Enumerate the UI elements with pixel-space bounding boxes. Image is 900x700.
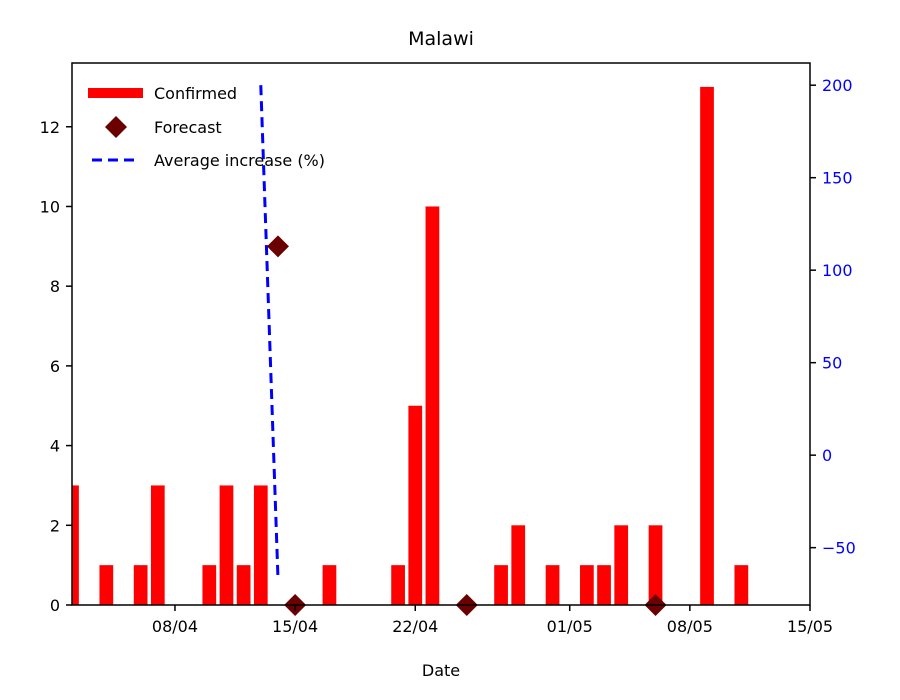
legend-forecast-diamond — [105, 116, 127, 138]
legend-confirmed-label: Confirmed — [154, 84, 237, 103]
confirmed-bar-15 — [580, 565, 594, 605]
y2-tick-label-3: 100 — [822, 261, 853, 280]
x-axis: 08/04 15/04 22/04 01/05 08/05 15/05 — [152, 605, 833, 636]
x-tick-label-5: 15/05 — [787, 617, 833, 636]
confirmed-bar-2 — [133, 565, 148, 605]
confirmed-bar-11 — [425, 206, 440, 605]
chart-title: Malawi — [408, 28, 474, 50]
confirmed-bar-16 — [597, 565, 611, 605]
x-tick-label-1: 15/04 — [272, 617, 318, 636]
y-tick-label-6: 12 — [40, 118, 60, 137]
confirmed-bar-8 — [322, 565, 337, 605]
forecast-marker-0 — [266, 235, 289, 258]
y-axis-right: −50 0 50 100 150 200 — [810, 76, 856, 558]
x-tick-label-4: 08/05 — [667, 617, 713, 636]
forecast-markers — [266, 235, 667, 616]
y-axis-left: 0 2 4 6 8 10 12 — [40, 118, 72, 615]
confirmed-bar-17 — [614, 525, 629, 605]
confirmed-bar-3 — [150, 485, 165, 605]
confirmed-bar-9 — [391, 565, 405, 605]
x-tick-label-3: 01/05 — [547, 617, 593, 636]
y2-tick-label-2: 50 — [822, 354, 842, 373]
y-tick-label-0: 0 — [50, 596, 60, 615]
legend: Confirmed Forecast Average increase (%) — [88, 84, 325, 170]
x-tick-label-2: 22/04 — [392, 617, 438, 636]
y2-tick-label-5: 200 — [822, 76, 853, 95]
y2-tick-label-4: 150 — [822, 169, 853, 188]
confirmed-bar-6 — [236, 565, 251, 605]
x-tick-label-0: 08/04 — [152, 617, 198, 636]
confirmed-bar-7 — [253, 485, 268, 605]
y-tick-label-2: 4 — [50, 437, 60, 456]
legend-forecast-label: Forecast — [154, 118, 222, 137]
legend-average-label: Average increase (%) — [154, 151, 325, 170]
confirmed-bar-20 — [734, 565, 749, 605]
confirmed-bar-0 — [72, 485, 79, 605]
confirmed-bar-13 — [511, 525, 526, 605]
confirmed-bar-1 — [99, 565, 114, 605]
y-tick-label-3: 6 — [50, 357, 60, 376]
y2-tick-label-1: 0 — [822, 446, 832, 465]
average-increase-line — [259, 85, 280, 578]
average-increase-line-layer — [259, 85, 280, 578]
confirmed-bar-19 — [700, 86, 714, 606]
plot-frame — [71, 62, 811, 606]
confirmed-bar-4 — [202, 565, 217, 605]
y-tick-label-1: 2 — [50, 516, 60, 535]
confirmed-bar-18 — [648, 525, 663, 605]
legend-confirmed-swatch — [88, 88, 143, 98]
confirmed-bar-5 — [219, 485, 234, 605]
y2-tick-label-0: −50 — [822, 539, 856, 558]
y-tick-label-5: 10 — [40, 197, 60, 216]
confirmed-bar-14 — [545, 565, 560, 605]
confirmed-bar-10 — [408, 405, 423, 605]
y-tick-label-4: 8 — [50, 277, 60, 296]
x-axis-label: Date — [422, 661, 460, 680]
confirmed-bar-12 — [494, 565, 508, 605]
confirmed-bars — [72, 86, 749, 606]
